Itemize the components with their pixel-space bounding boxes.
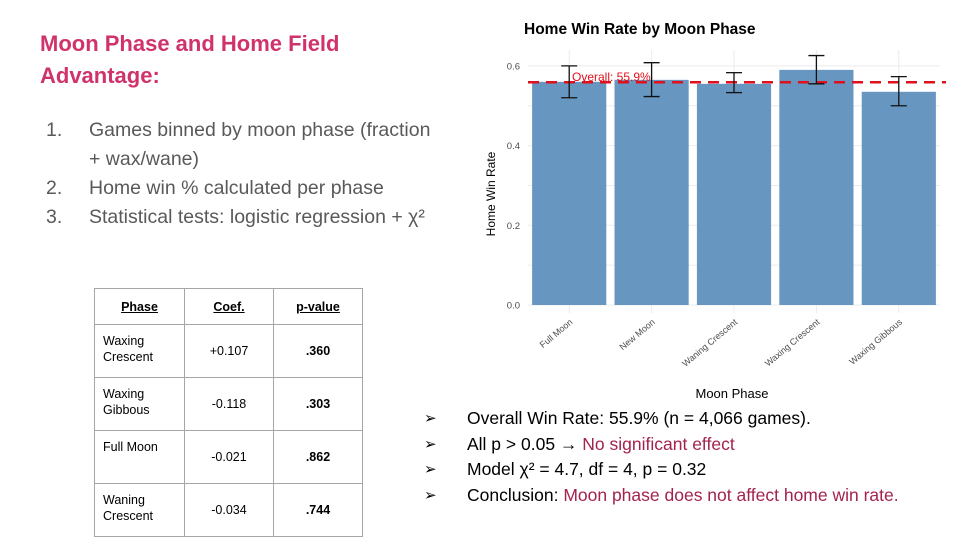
cell-phase: Waning Crescent xyxy=(94,483,185,537)
cell-pvalue: .303 xyxy=(273,377,363,431)
reference-line-label: Overall: 55.9% xyxy=(572,70,651,84)
x-axis-label: Moon Phase xyxy=(696,386,769,401)
finding-text: Overall Win Rate: 55.9% (n = 4,066 games… xyxy=(467,408,811,428)
coefficient-table: Phase Coef. p-value Waxing Crescent +0.1… xyxy=(94,288,363,537)
header-coef: Coef. xyxy=(184,288,274,325)
finding-item: ➢ Conclusion: Moon phase does not affect … xyxy=(424,483,954,509)
step-text: Statistical tests: logistic regression +… xyxy=(89,206,425,228)
method-steps: 1. Games binned by moon phase (fraction +… xyxy=(46,116,436,232)
cell-phase: Waxing Gibbous xyxy=(94,377,185,431)
cell-pvalue: .862 xyxy=(273,430,363,484)
x-tick-label: New Moon xyxy=(617,317,656,352)
bar-chart: Home Win Rate by Moon Phase 0.0 0.2 0.4 0.6… xyxy=(484,21,946,401)
x-tick-label: Waxing Gibbous xyxy=(847,317,904,367)
finding-text: All p > 0.05 → xyxy=(467,433,583,454)
cell-pvalue: .744 xyxy=(273,483,363,537)
chart-bars xyxy=(532,69,936,306)
bar xyxy=(861,91,936,306)
cell-pvalue: .360 xyxy=(273,324,363,378)
finding-item: ➢ Overall Win Rate: 55.9% (n = 4,066 game… xyxy=(424,406,954,432)
finding-item: ➢ Model χ² = 4.7, df = 4, p = 0.32 xyxy=(424,457,954,483)
step-item: 3. Statistical tests: logistic regression… xyxy=(46,203,436,232)
x-tick-label: Waxing Crescent xyxy=(763,317,822,369)
cell-coef: -0.021 xyxy=(184,430,274,484)
arrow-bullet-icon: ➢ xyxy=(424,435,437,453)
overall-reference-line: Overall: 55.9% xyxy=(528,70,946,84)
arrow-bullet-icon: ➢ xyxy=(424,410,437,427)
error-bars xyxy=(561,54,907,107)
table-row: Waxing Crescent +0.107 .360 xyxy=(94,324,363,378)
table-row: Waning Crescent -0.034 .744 xyxy=(94,483,363,537)
step-text: Home win % calculated per phase xyxy=(89,177,384,199)
cell-coef: -0.034 xyxy=(184,483,274,537)
table-header-row: Phase Coef. p-value xyxy=(94,288,363,325)
y-axis-label: Home Win Rate xyxy=(484,151,498,236)
step-text: Games binned by moon phase (fraction + w… xyxy=(89,119,431,170)
slide-title: Moon Phase and Home Field Advantage: xyxy=(40,31,340,88)
table-row: Full Moon -0.021 .862 xyxy=(94,430,363,484)
y-tick-label: 0.2 xyxy=(507,221,520,232)
y-tick-label: 0.0 xyxy=(507,301,520,312)
finding-text: Model χ² = 4.7, df = 4, p = 0.32 xyxy=(467,459,707,479)
cell-phase: Full Moon xyxy=(94,430,185,484)
table-row: Waxing Gibbous -0.118 .303 xyxy=(94,377,363,431)
finding-highlight: No significant effect xyxy=(582,433,735,454)
x-tick-label: Waning Crescent xyxy=(680,317,739,369)
bar xyxy=(614,79,689,305)
arrow-bullet-icon: ➢ xyxy=(424,461,437,478)
step-item: 1. Games binned by moon phase (fraction +… xyxy=(46,116,436,174)
findings-list: ➢ Overall Win Rate: 55.9% (n = 4,066 game… xyxy=(424,406,954,508)
y-axis-ticks: 0.0 0.2 0.4 0.6 xyxy=(507,61,520,311)
bar xyxy=(532,81,607,305)
finding-highlight: Moon phase does not affect home win rate… xyxy=(563,484,899,505)
bar xyxy=(779,69,854,305)
step-number: 1. xyxy=(46,119,63,141)
step-number: 2. xyxy=(46,177,63,199)
cell-phase: Waxing Crescent xyxy=(94,324,185,378)
finding-item: ➢ All p > 0.05 → No significant effect xyxy=(424,432,954,458)
header-phase: Phase xyxy=(94,288,185,325)
x-axis-ticks: Full Moon New Moon Waning Crescent Waxing C… xyxy=(538,317,905,369)
arrow-bullet-icon: ➢ xyxy=(424,486,437,504)
y-tick-label: 0.6 xyxy=(507,61,520,72)
chart-title: Home Win Rate by Moon Phase xyxy=(524,21,756,38)
finding-text: Conclusion: xyxy=(467,484,564,505)
header-pvalue: p-value xyxy=(273,288,363,325)
bar xyxy=(696,83,772,306)
step-item: 2. Home win % calculated per phase xyxy=(46,174,436,203)
step-number: 3. xyxy=(46,206,63,228)
y-tick-label: 0.4 xyxy=(507,141,520,152)
cell-coef: +0.107 xyxy=(184,324,274,378)
x-tick-label: Full Moon xyxy=(538,317,575,350)
cell-coef: -0.118 xyxy=(184,377,274,431)
